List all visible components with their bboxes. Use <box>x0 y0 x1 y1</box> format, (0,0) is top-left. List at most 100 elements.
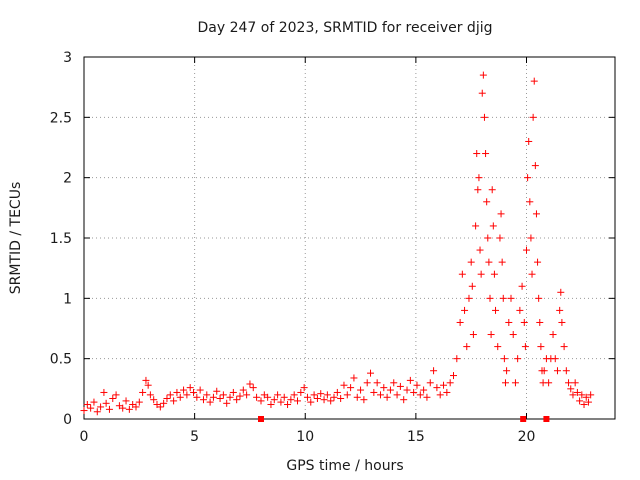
data-point <box>203 391 211 399</box>
data-point <box>196 386 204 394</box>
data-point <box>413 381 421 389</box>
data-point <box>83 401 91 409</box>
data-point <box>393 391 401 399</box>
data-point <box>453 355 461 363</box>
data-point <box>226 393 234 401</box>
data-point <box>532 210 540 218</box>
data-point <box>160 399 168 407</box>
data-point <box>497 210 505 218</box>
data-point <box>313 394 321 402</box>
data-point <box>102 399 110 407</box>
data-point <box>587 391 595 399</box>
data-point <box>488 186 496 194</box>
data-point <box>310 391 318 399</box>
data-point <box>343 391 351 399</box>
data-point <box>567 385 575 393</box>
data-point <box>330 393 338 401</box>
data-point <box>376 391 384 399</box>
data-point <box>93 408 101 416</box>
data-point <box>443 388 451 396</box>
data-point <box>573 388 581 396</box>
data-point <box>170 397 178 405</box>
data-point <box>396 382 404 390</box>
data-point <box>423 393 431 401</box>
data-point <box>199 396 207 404</box>
y-tick-label: 1 <box>63 291 72 307</box>
data-point <box>270 396 278 404</box>
x-tick-label: 10 <box>296 429 314 445</box>
data-point <box>489 222 497 230</box>
data-point <box>446 379 454 387</box>
data-point <box>146 391 154 399</box>
data-point <box>440 381 448 389</box>
axis-marker <box>258 416 264 422</box>
data-point <box>562 367 570 375</box>
data-point <box>469 331 477 339</box>
data-point <box>176 393 184 401</box>
data-point <box>327 397 335 405</box>
data-point <box>416 391 424 399</box>
data-point <box>193 393 201 401</box>
data-point <box>90 398 98 406</box>
data-point <box>578 391 586 399</box>
data-point <box>156 403 164 411</box>
data-point <box>467 258 475 266</box>
data-point <box>287 396 295 404</box>
data-point <box>527 234 535 242</box>
data-point <box>297 388 305 396</box>
data-point <box>373 379 381 387</box>
data-point <box>274 391 282 399</box>
data-point <box>426 379 434 387</box>
data-point <box>132 403 140 411</box>
data-point <box>163 394 171 402</box>
data-point <box>357 386 365 394</box>
data-point <box>294 397 302 405</box>
data-point <box>499 294 507 302</box>
data-point <box>580 401 588 409</box>
data-point <box>370 388 378 396</box>
data-point <box>139 388 147 396</box>
data-point <box>239 386 247 394</box>
data-point <box>584 398 592 406</box>
data-point <box>553 367 561 375</box>
data-point <box>545 379 553 387</box>
data-point <box>433 384 441 392</box>
data-point <box>524 174 532 182</box>
data-point <box>363 379 371 387</box>
y-tick-label: 1.5 <box>50 231 72 247</box>
data-point <box>449 372 457 380</box>
data-point <box>576 397 584 405</box>
x-tick-label: 5 <box>190 429 199 445</box>
data-point <box>183 391 191 399</box>
data-point <box>246 380 254 388</box>
data-point <box>536 318 544 326</box>
axis-marker <box>543 416 550 422</box>
data-point <box>526 198 534 206</box>
data-point <box>516 306 524 314</box>
data-point <box>490 270 498 278</box>
data-point <box>213 387 221 395</box>
data-point <box>223 399 231 407</box>
y-tick-label: 2 <box>63 171 72 187</box>
data-point <box>436 391 444 399</box>
data-point <box>511 379 519 387</box>
data-point <box>501 379 509 387</box>
data-point <box>333 388 341 396</box>
data-point <box>503 367 511 375</box>
data-point <box>80 407 88 415</box>
data-point <box>186 384 194 392</box>
data-point <box>403 386 411 394</box>
x-tick-label: 20 <box>518 429 536 445</box>
data-point <box>122 397 130 405</box>
data-point <box>406 376 414 384</box>
data-point <box>253 393 261 401</box>
data-point <box>461 306 469 314</box>
data-point <box>430 367 438 375</box>
axis-tick-labels: 0 5 10 15 20 0 0.5 1 1.5 2 2.5 3 <box>50 50 536 445</box>
data-point <box>476 246 484 254</box>
y-tick-label: 0.5 <box>50 352 72 368</box>
data-point <box>410 388 418 396</box>
data-point <box>468 282 476 290</box>
data-point <box>530 77 538 85</box>
data-point <box>456 318 464 326</box>
